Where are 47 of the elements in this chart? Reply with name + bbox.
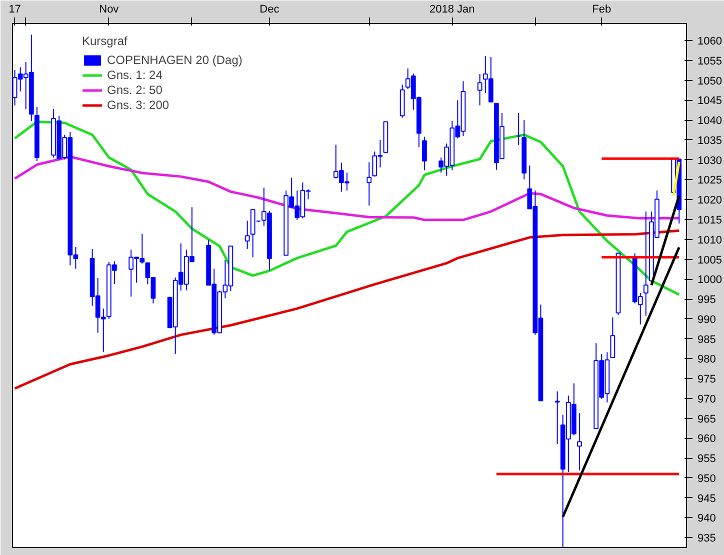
y-tick-label: 935 [698,532,716,545]
line-series [14,155,680,222]
y-tick-label: 940 [698,512,716,525]
candlestick [643,211,648,316]
y-tick-label: 995 [698,294,716,306]
y-tick-label: 1025 [698,174,722,187]
y-tick-label: 1000 [698,274,722,286]
candlestick [554,390,560,445]
y-tick-label: 1035 [698,134,722,147]
y-tick-label: 1015 [698,214,722,227]
legend-title: Kursgraf [82,34,128,48]
y-tick-label: 955 [698,453,716,466]
y-tick-label: 1060 [698,36,722,48]
y-tick-label: 975 [698,374,716,386]
y-tick-label: 1030 [698,154,722,167]
y-tick-label: 965 [698,413,716,426]
candlestick [477,73,482,106]
y-tick-label: 985 [698,334,716,346]
y-tick-label: 1020 [698,194,722,207]
x-tick-label: Dec [260,4,280,16]
candlestick [610,316,616,358]
legend-label: Gns. 3: 200 [107,98,170,112]
y-tick-label: 1055 [698,55,722,68]
candlestick [422,136,427,171]
y-tick-label: 980 [698,354,716,366]
y-tick-label: 970 [698,393,716,406]
y-tick-label: 1050 [698,75,722,88]
legend-label: Gns. 2: 50 [107,83,162,97]
y-tick-label: 960 [698,433,716,446]
candlestick [366,162,372,206]
y-tick-label: 945 [698,492,716,505]
legend-label: Gns. 1: 24 [107,68,162,82]
x-tick-label: 2018 Jan [430,4,475,16]
x-tick-label: Nov [99,4,120,16]
line-series [14,120,680,296]
x-tick-label: Feb [592,4,612,16]
y-tick-label: 1045 [698,95,722,108]
line-series [14,229,680,390]
y-tick-label: 1005 [698,254,722,266]
y-tick-label: 950 [698,472,716,485]
candlestick [577,412,582,471]
y-tick-label: 1040 [698,115,722,128]
y-tick-label: 990 [698,314,716,326]
y-tick-label: 1010 [698,234,722,246]
candlestick [244,220,250,250]
x-tick-label: 17 [8,4,21,16]
legend-label: COPENHAGEN 20 (Dag) [107,53,242,67]
